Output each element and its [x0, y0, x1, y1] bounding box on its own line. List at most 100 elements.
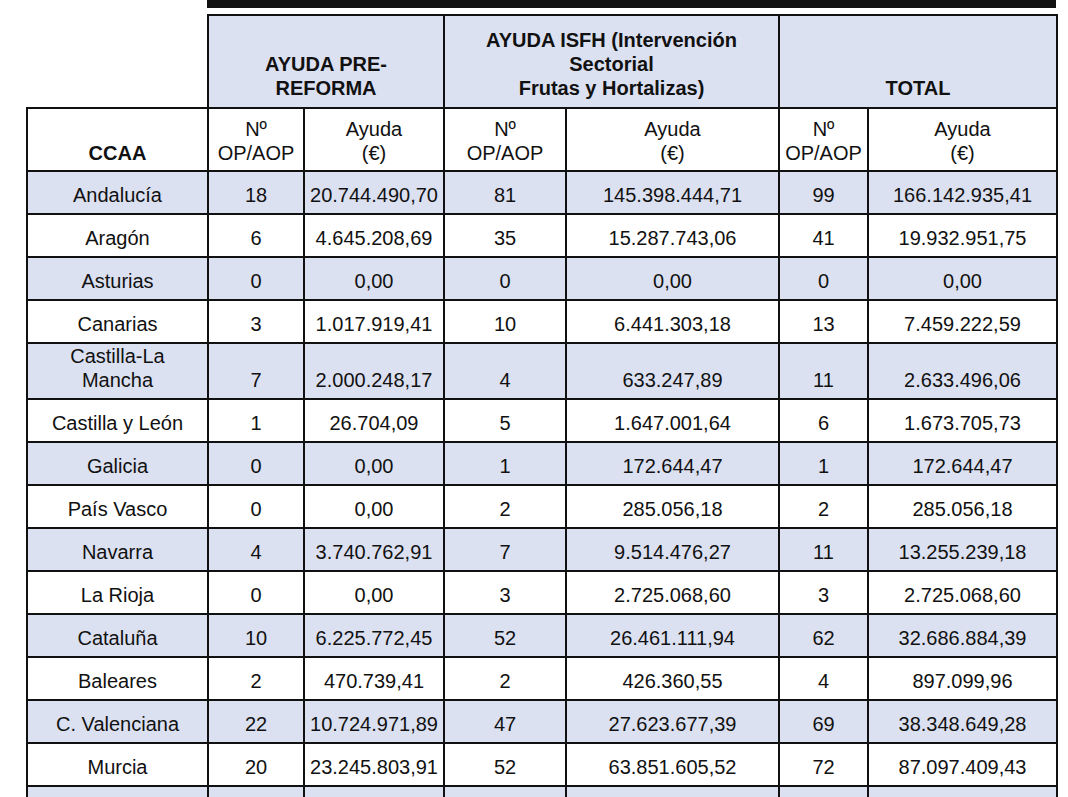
value-cell: 0	[444, 257, 566, 300]
value-cell: 0	[208, 257, 304, 300]
value-cell: 6	[208, 786, 304, 797]
value-cell: 2	[208, 657, 304, 700]
value-cell: 0	[779, 257, 868, 300]
value-cell: 1.647.001,64	[566, 399, 779, 442]
subheader-isfh-n-op-aop: Nº OP/AOP	[444, 108, 566, 171]
value-cell: 4	[779, 657, 868, 700]
value-cell: 6	[208, 214, 304, 257]
value-cell: 1.017.919,41	[304, 300, 444, 343]
value-cell: 7	[208, 343, 304, 399]
value-cell: 13	[779, 300, 868, 343]
table-row: Aragón64.645.208,693515.287.743,064119.9…	[27, 214, 1057, 257]
table-row: Castilla y León126.704,0951.647.001,6461…	[27, 399, 1057, 442]
value-cell: 10	[444, 300, 566, 343]
value-cell: 172.644,47	[868, 442, 1057, 485]
value-cell: 285.056,18	[566, 485, 779, 528]
value-cell: 9.514.476,27	[566, 528, 779, 571]
value-cell: 3	[208, 300, 304, 343]
value-cell: 2.725.068,60	[566, 571, 779, 614]
value-cell: 25	[779, 786, 868, 797]
value-cell: 0,00	[304, 257, 444, 300]
value-cell: 3	[444, 571, 566, 614]
value-cell: 1	[444, 442, 566, 485]
value-cell: 0,00	[304, 485, 444, 528]
value-cell: 145.398.444,71	[566, 171, 779, 214]
value-cell: 6.441.303,18	[566, 300, 779, 343]
value-cell: 0	[208, 485, 304, 528]
region-name-cell: La Rioja	[27, 571, 208, 614]
value-cell: 99	[779, 171, 868, 214]
value-cell: 4	[444, 343, 566, 399]
value-cell: 26.704,09	[304, 399, 444, 442]
table-row: Canarias31.017.919,41106.441.303,18137.4…	[27, 300, 1057, 343]
value-cell: 4.645.208,69	[304, 214, 444, 257]
value-cell: 15.443.951,71	[566, 786, 779, 797]
value-cell: 22	[208, 700, 304, 743]
value-cell: 2	[779, 485, 868, 528]
group-header-total: TOTAL	[779, 15, 1057, 108]
subheader-total-ayuda: Ayuda (€)	[868, 108, 1057, 171]
table-row: Baleares2470.739,412426.360,554897.099,9…	[27, 657, 1057, 700]
value-cell: 0,00	[304, 571, 444, 614]
region-name-cell: Baleares	[27, 657, 208, 700]
value-cell: 633.247,89	[566, 343, 779, 399]
value-cell: 35	[444, 214, 566, 257]
table-row: C. Valenciana2210.724.971,894727.623.677…	[27, 700, 1057, 743]
value-cell: 0	[208, 442, 304, 485]
value-cell: 20.744.490,70	[304, 171, 444, 214]
value-cell: 18.163.396,52	[868, 786, 1057, 797]
value-cell: 3	[779, 571, 868, 614]
subheader-pre-n-op-aop: Nº OP/AOP	[208, 108, 304, 171]
region-name-cell: Castilla-La Mancha	[27, 343, 208, 399]
value-cell: 470.739,41	[304, 657, 444, 700]
value-cell: 2.719.444,81	[304, 786, 444, 797]
value-cell: 426.360,55	[566, 657, 779, 700]
value-cell: 87.097.409,43	[868, 743, 1057, 786]
value-cell: 72	[779, 743, 868, 786]
value-cell: 81	[444, 171, 566, 214]
value-cell: 20	[208, 743, 304, 786]
table-row: Navarra43.740.762,9179.514.476,271113.25…	[27, 528, 1057, 571]
value-cell: 23.245.803,91	[304, 743, 444, 786]
group-header-ayuda-isfh: AYUDA ISFH (Intervención Sectorial Fruta…	[444, 15, 779, 108]
value-cell: 32.686.884,39	[868, 614, 1057, 657]
table-row: Extremadura62.719.444,811915.443.951,712…	[27, 786, 1057, 797]
value-cell: 285.056,18	[868, 485, 1057, 528]
value-cell: 2.633.496,06	[868, 343, 1057, 399]
subheader-pre-ayuda: Ayuda (€)	[304, 108, 444, 171]
value-cell: 19.932.951,75	[868, 214, 1057, 257]
value-cell: 11	[779, 343, 868, 399]
value-cell: 3.740.762,91	[304, 528, 444, 571]
value-cell: 1	[208, 399, 304, 442]
value-cell: 47	[444, 700, 566, 743]
value-cell: 38.348.649,28	[868, 700, 1057, 743]
value-cell: 172.644,47	[566, 442, 779, 485]
value-cell: 13.255.239,18	[868, 528, 1057, 571]
table-row: Andalucía1820.744.490,7081145.398.444,71…	[27, 171, 1057, 214]
value-cell: 52	[444, 614, 566, 657]
value-cell: 0,00	[868, 257, 1057, 300]
value-cell: 2.000.248,17	[304, 343, 444, 399]
region-name-cell: Andalucía	[27, 171, 208, 214]
value-cell: 10	[208, 614, 304, 657]
value-cell: 62	[779, 614, 868, 657]
value-cell: 26.461.111,94	[566, 614, 779, 657]
value-cell: 2	[444, 657, 566, 700]
region-name-cell: País Vasco	[27, 485, 208, 528]
value-cell: 11	[779, 528, 868, 571]
table-row: Cataluña106.225.772,455226.461.111,94623…	[27, 614, 1057, 657]
value-cell: 63.851.605,52	[566, 743, 779, 786]
region-name-cell: Canarias	[27, 300, 208, 343]
value-cell: 1.673.705,73	[868, 399, 1057, 442]
sub-header-row: CCAA Nº OP/AOP Ayuda (€) Nº OP/AOP Ayuda…	[27, 108, 1057, 171]
group-header-ayuda-pre-reforma: AYUDA PRE- REFORMA	[208, 15, 444, 108]
region-name-cell: Galicia	[27, 442, 208, 485]
value-cell: 0	[208, 571, 304, 614]
region-name-cell: C. Valenciana	[27, 700, 208, 743]
region-name-cell: Extremadura	[27, 786, 208, 797]
group-header-row: AYUDA PRE- REFORMA AYUDA ISFH (Intervenc…	[27, 15, 1057, 108]
corner-empty-cell	[27, 15, 208, 108]
value-cell: 52	[444, 743, 566, 786]
region-name-cell: Navarra	[27, 528, 208, 571]
value-cell: 19	[444, 786, 566, 797]
